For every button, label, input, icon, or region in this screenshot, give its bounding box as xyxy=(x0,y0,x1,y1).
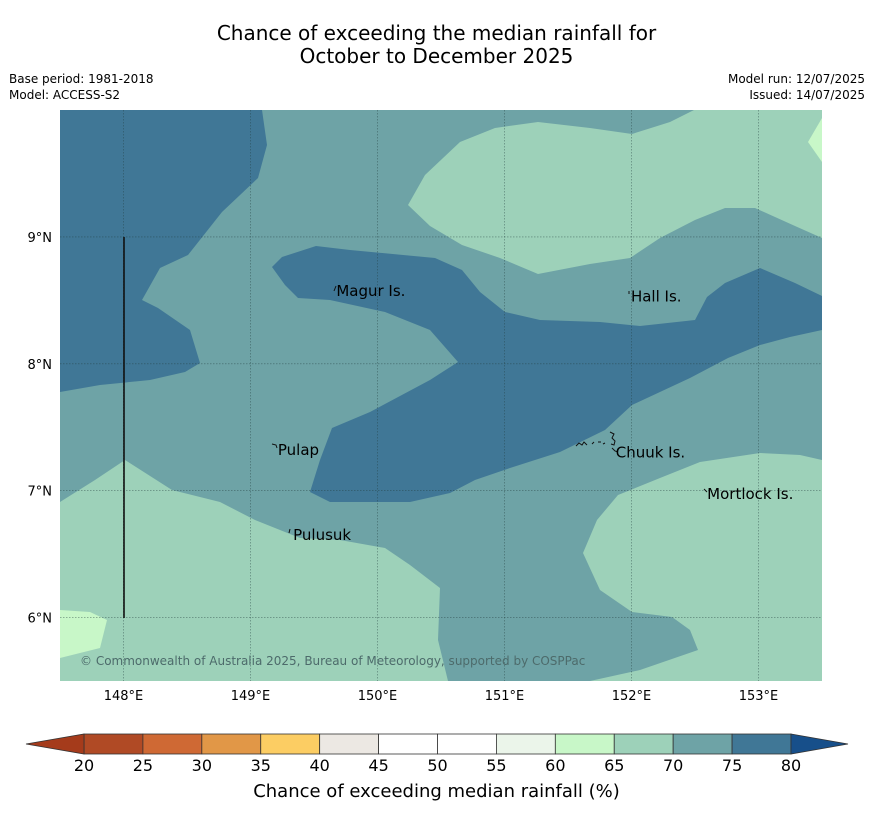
colorbar-tick: 20 xyxy=(74,756,94,775)
lat-tick-label: 9°N xyxy=(28,231,53,246)
zone-75-80-central xyxy=(272,246,822,502)
colorbar-cell xyxy=(496,733,556,755)
chuuk-island-outline xyxy=(575,431,619,453)
colorbar-tick-labels: 20 25 30 35 40 45 50 55 60 65 70 75 80 xyxy=(74,756,801,775)
colorbar-cell xyxy=(83,733,144,755)
colorbar-cell xyxy=(554,733,615,755)
place-label: Magur Is. xyxy=(336,282,405,300)
colorbar-tick: 50 xyxy=(427,756,447,775)
magur-island-outline xyxy=(333,285,337,292)
lat-tick-label: 8°N xyxy=(28,358,53,373)
lon-tick-label: 151°E xyxy=(485,689,525,704)
lon-tick-label: 150°E xyxy=(358,689,398,704)
colorbar-tick: 25 xyxy=(133,756,153,775)
zone-75-80-northwest xyxy=(60,110,267,392)
island-outlines xyxy=(271,285,708,534)
place-label: Hall Is. xyxy=(631,287,682,305)
map-zones xyxy=(60,110,822,681)
copyright-notice: © Commonwealth of Australia 2025, Bureau… xyxy=(80,654,585,668)
title-line-1: Chance of exceeding the median rainfall … xyxy=(216,21,657,45)
colorbar-cell xyxy=(142,733,203,755)
colorbar-cell xyxy=(378,733,438,755)
colorbar-title: Chance of exceeding median rainfall (%) xyxy=(253,781,620,802)
metadata-right: Model run: 12/07/2025 Issued: 14/07/2025 xyxy=(728,71,865,103)
lon-tick-label: 149°E xyxy=(231,689,271,704)
colorbar-cell xyxy=(437,733,497,755)
colorbar-high-extend xyxy=(790,733,849,755)
colorbar-tick: 30 xyxy=(192,756,212,775)
zone-65-70-north xyxy=(408,110,822,274)
colorbar-tick: 80 xyxy=(781,756,801,775)
colorbar: 20 25 30 35 40 45 50 55 60 65 70 75 80 xyxy=(25,733,849,775)
colorbar-cell xyxy=(613,733,674,755)
base-period: Base period: 1981-2018 xyxy=(9,72,154,86)
mortlock-island-outline xyxy=(703,488,708,493)
model-name: Model: ACCESS-S2 xyxy=(9,88,121,102)
place-label: Mortlock Is. xyxy=(707,485,793,503)
colorbar-cells xyxy=(83,733,792,755)
lat-tick-label: 6°N xyxy=(28,612,53,627)
place-label: Pulap xyxy=(278,441,319,459)
colorbar-cell xyxy=(672,733,733,755)
title-line-2: October to December 2025 xyxy=(299,44,574,68)
colorbar-tick: 55 xyxy=(486,756,506,775)
zone-60-65-west xyxy=(60,610,107,658)
gridlines xyxy=(60,110,822,681)
pulap-island-outline xyxy=(271,443,278,449)
issued-date: Issued: 14/07/2025 xyxy=(749,88,865,102)
colorbar-tick: 40 xyxy=(309,756,329,775)
place-label: Chuuk Is. xyxy=(616,443,685,461)
colorbar-tick: 35 xyxy=(251,756,271,775)
colorbar-low-extend xyxy=(25,733,85,755)
colorbar-tick: 45 xyxy=(368,756,388,775)
colorbar-cell xyxy=(319,733,379,755)
colorbar-tick: 65 xyxy=(604,756,624,775)
place-label: Pulusuk xyxy=(293,526,351,544)
zone-60-65-northeast xyxy=(808,118,822,162)
colorbar-tick: 60 xyxy=(545,756,565,775)
lon-tick-label: 153°E xyxy=(739,689,779,704)
zone-65-70-southeast xyxy=(583,453,822,681)
pulusuk-island-outline xyxy=(288,528,291,534)
zone-65-70-southwest xyxy=(60,460,448,681)
tick-labels: 148°E 149°E 150°E 151°E 152°E 153°E 9°N 8°N 7°N 6… xyxy=(28,231,779,704)
lat-tick-label: 7°N xyxy=(28,485,53,500)
place-labels: Magur Is. Hall Is. Pulap Chuuk Is. Mortlock … xyxy=(278,282,793,544)
colorbar-tick: 70 xyxy=(663,756,683,775)
lon-tick-label: 152°E xyxy=(612,689,652,704)
colorbar-cell xyxy=(260,733,321,755)
colorbar-tick: 75 xyxy=(722,756,742,775)
model-run: Model run: 12/07/2025 xyxy=(727,72,865,86)
colorbar-cell xyxy=(731,733,792,755)
rainfall-map: 148°E 149°E 150°E 151°E 152°E 153°E 9°N 8°N 7°N 6… xyxy=(28,110,822,704)
metadata-left: Base period: 1981-2018 Model: ACCESS-S2 xyxy=(9,71,154,103)
map-title: Chance of exceeding the median rainfall … xyxy=(0,22,873,68)
lon-tick-label: 148°E xyxy=(104,689,144,704)
colorbar-cell xyxy=(201,733,262,755)
